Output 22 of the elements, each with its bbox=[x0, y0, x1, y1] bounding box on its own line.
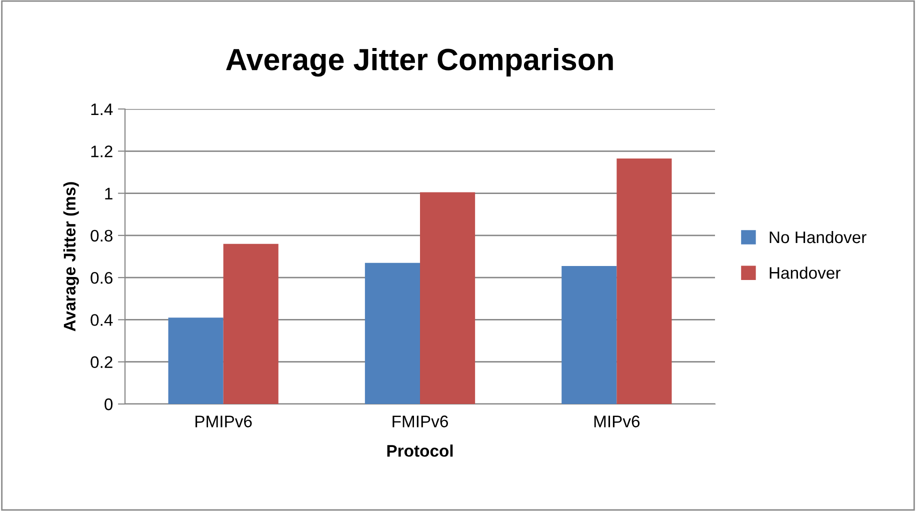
bar bbox=[562, 266, 617, 404]
y-tick-label: 0.4 bbox=[90, 314, 113, 326]
bar bbox=[420, 192, 476, 404]
x-tick-label: PMIPv6 bbox=[196, 416, 252, 428]
bar bbox=[616, 158, 672, 404]
bar bbox=[364, 262, 420, 404]
y-tick-label: 0 bbox=[104, 398, 113, 410]
y-tick-label: 1 bbox=[105, 188, 112, 200]
y-tick-label: 0.2 bbox=[90, 356, 112, 368]
y-tick-label: 1.2 bbox=[91, 146, 112, 158]
x-axis-title: Protocol bbox=[387, 444, 453, 457]
chart-title: Average Jitter Comparison bbox=[226, 48, 613, 77]
x-tick-label: MIPv6 bbox=[594, 416, 640, 428]
bar bbox=[223, 244, 278, 404]
legend-label: Handover bbox=[770, 266, 840, 279]
x-tick-label: FMIPv6 bbox=[392, 416, 448, 428]
y-tick-label: 1.4 bbox=[91, 104, 113, 116]
bar bbox=[168, 318, 224, 404]
y-axis-title: Avarage Jitter (ms) bbox=[63, 182, 79, 332]
y-tick-label: 0.6 bbox=[90, 272, 112, 284]
legend-label: No Handover bbox=[770, 230, 866, 244]
y-tick-label: 0.8 bbox=[90, 230, 112, 242]
